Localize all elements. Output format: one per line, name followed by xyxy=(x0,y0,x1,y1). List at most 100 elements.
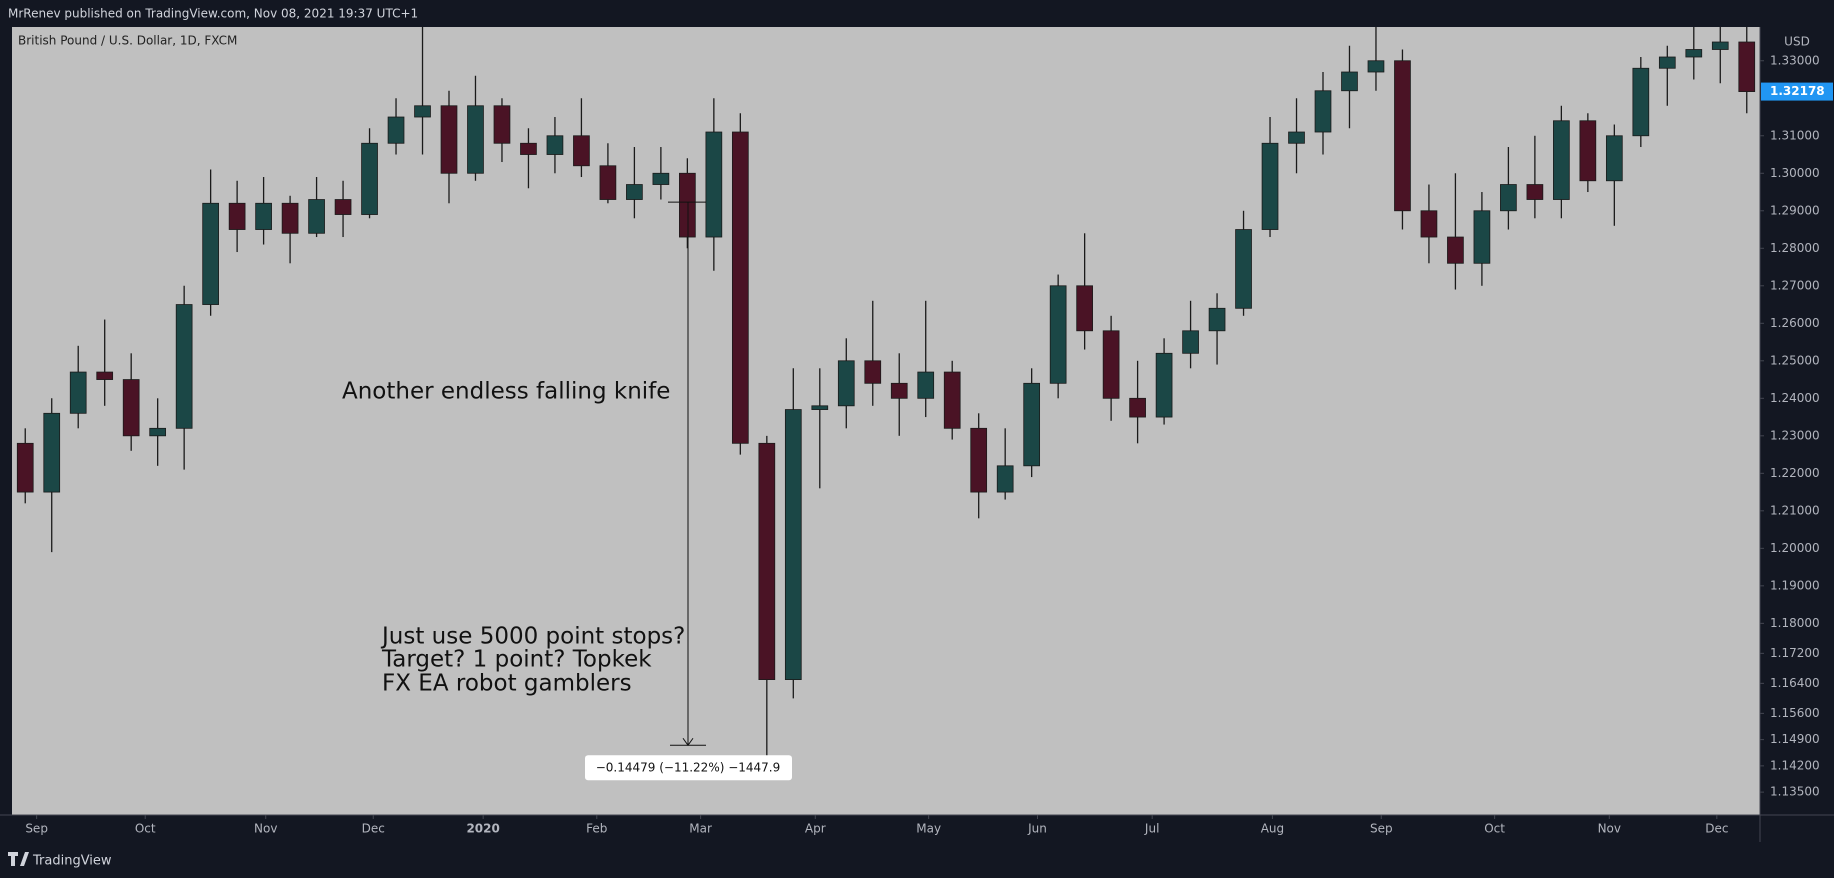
x-tick-label: Jun xyxy=(1027,822,1047,836)
x-tick-label: Sep xyxy=(1370,822,1393,836)
candle-body xyxy=(520,142,537,155)
candle-body xyxy=(1500,184,1517,212)
annotation: FX EA robot gamblers xyxy=(382,671,632,697)
x-tick-label: Sep xyxy=(25,822,48,836)
candle-body xyxy=(1076,285,1093,332)
candle-body xyxy=(996,465,1014,493)
candle-body xyxy=(758,442,776,681)
plot-area xyxy=(12,27,1760,815)
candle-body xyxy=(1658,56,1676,69)
candle-body xyxy=(149,427,167,437)
candle-body xyxy=(1261,142,1279,230)
candle-body xyxy=(1632,67,1650,137)
candle-body xyxy=(493,105,511,144)
y-tick-label: 1.13500 xyxy=(1770,785,1820,799)
x-tick-label: Aug xyxy=(1261,822,1284,836)
candle-body xyxy=(573,135,590,167)
y-tick-label: 1.31000 xyxy=(1770,128,1820,142)
x-tick-label: Jul xyxy=(1144,822,1159,836)
candle-body xyxy=(1182,330,1199,354)
footer-bar xyxy=(0,842,1834,878)
candle-body xyxy=(1288,131,1305,144)
measure-arrow xyxy=(682,737,694,747)
x-tick-label: Mar xyxy=(689,822,712,836)
y-tick-label: 1.29000 xyxy=(1770,203,1820,217)
candle-body xyxy=(1129,397,1146,418)
x-tick-label: Nov xyxy=(254,822,277,836)
candle-body xyxy=(1341,71,1358,92)
y-tick-label: 1.24000 xyxy=(1770,391,1820,405)
candle-body xyxy=(387,116,405,144)
measure-box xyxy=(585,755,792,781)
header-text: MrRenev published on TradingView.com, No… xyxy=(8,7,418,21)
candle-body xyxy=(1023,382,1041,467)
footer-text: TradingView xyxy=(32,854,112,869)
last-price-box xyxy=(1761,82,1833,101)
candle-body xyxy=(546,135,564,155)
candle-body xyxy=(1685,49,1703,58)
candle-body xyxy=(1394,60,1411,212)
y-tick-label: 1.18000 xyxy=(1770,616,1820,630)
candle-body xyxy=(175,304,193,429)
y-tick-label: 1.15600 xyxy=(1770,706,1820,720)
candle-body xyxy=(970,427,988,493)
y-tick-label: 1.17200 xyxy=(1770,646,1820,660)
candle-body xyxy=(1102,330,1120,399)
x-tick-label: Nov xyxy=(1598,822,1621,836)
y-tick-label: 1.21000 xyxy=(1770,503,1820,517)
candle-body xyxy=(1605,135,1623,182)
annotation: Another endless falling knife xyxy=(342,379,670,405)
y-tick-label: 1.14900 xyxy=(1770,732,1820,746)
currency: USD xyxy=(1784,35,1810,49)
y-tick-label: 1.16400 xyxy=(1770,676,1820,690)
x-tick-label: Dec xyxy=(362,822,385,836)
candle-body xyxy=(281,202,299,234)
plot xyxy=(16,27,1756,770)
candle-body xyxy=(228,202,246,230)
candle-body xyxy=(16,442,34,493)
candle-body xyxy=(308,199,325,234)
candle-body xyxy=(1579,120,1597,182)
price-axis xyxy=(1760,27,1834,842)
y-tick-label: 1.30000 xyxy=(1770,166,1820,180)
candle-body xyxy=(1420,210,1438,238)
x-tick-label: Apr xyxy=(805,822,826,836)
y-tick-label: 1.25000 xyxy=(1770,353,1820,367)
candle-body xyxy=(1738,41,1756,92)
candle-body xyxy=(626,184,643,200)
candle-body xyxy=(467,105,484,174)
candle-body xyxy=(96,371,114,380)
candle-body xyxy=(784,409,802,681)
y-tick-label: 1.26000 xyxy=(1770,316,1820,330)
candle-body xyxy=(1447,236,1464,264)
candle-body xyxy=(943,371,961,429)
candle-body xyxy=(43,412,61,493)
candle-body xyxy=(1208,307,1226,332)
candle-body xyxy=(1711,41,1729,50)
candle-body xyxy=(361,142,378,215)
candle-body xyxy=(1526,184,1544,200)
candle-body xyxy=(202,202,219,305)
candle-body xyxy=(599,165,617,200)
candle-body xyxy=(1155,352,1173,418)
y-tick-label: 1.22000 xyxy=(1770,466,1820,480)
measure-label: −0.14479 (−11.22%) −1447.9 xyxy=(596,761,781,775)
x-tick-label: May xyxy=(916,822,941,836)
candle-body xyxy=(917,371,935,399)
left-edge xyxy=(0,27,12,815)
candle-body xyxy=(1314,90,1332,133)
x-tick-label: Oct xyxy=(1484,822,1505,836)
annotation: Just use 5000 point stops? xyxy=(380,624,685,650)
x-tick-label: 2020 xyxy=(466,822,499,836)
candle-body xyxy=(122,379,140,437)
candle-body xyxy=(705,131,723,238)
candle-body xyxy=(890,382,908,399)
y-tick-label: 1.27000 xyxy=(1770,278,1820,292)
last-price-label: 1.32178 xyxy=(1770,84,1825,98)
candle-body xyxy=(1235,229,1252,309)
y-tick-label: 1.23000 xyxy=(1770,428,1820,442)
y-tick-label: 1.19000 xyxy=(1770,578,1820,592)
candle-body xyxy=(1473,210,1491,264)
